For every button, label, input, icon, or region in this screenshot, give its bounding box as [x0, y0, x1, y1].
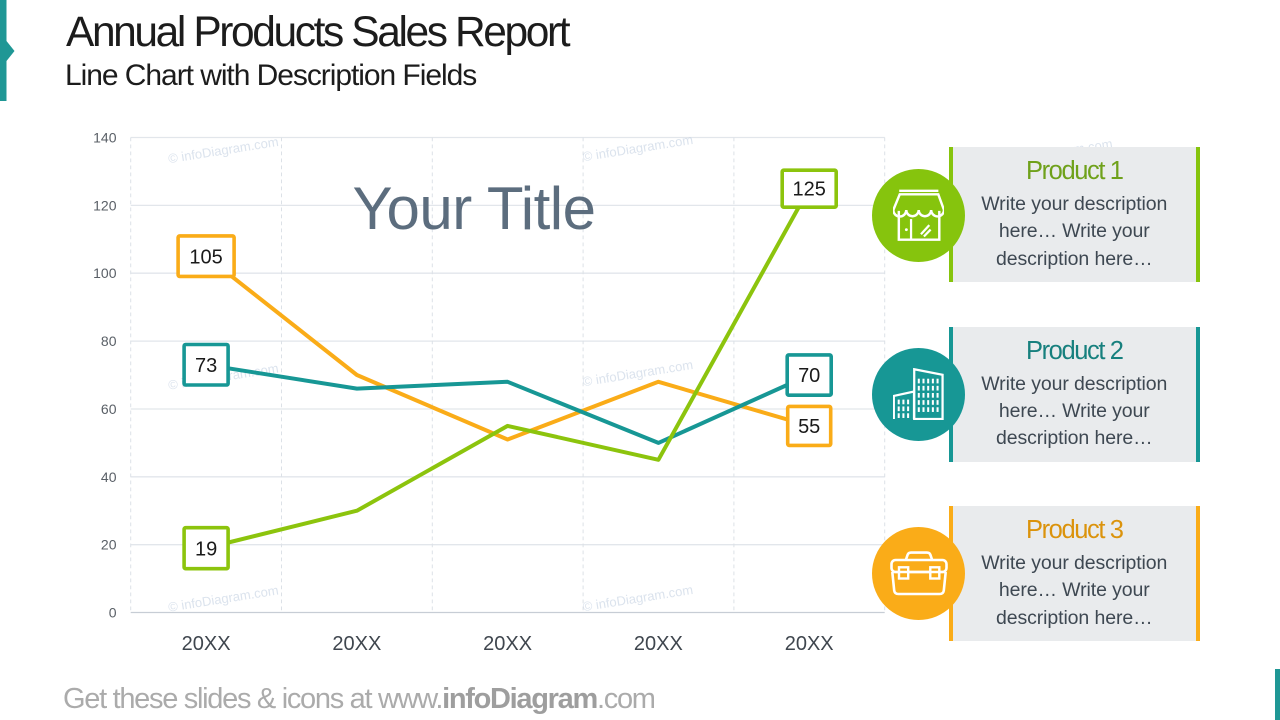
- svg-text:Your Title: Your Title: [353, 175, 596, 242]
- svg-text:© infoDiagram.com: © infoDiagram.com: [167, 582, 279, 614]
- svg-text:100: 100: [93, 265, 117, 281]
- svg-text:40: 40: [101, 469, 117, 485]
- svg-text:140: 140: [93, 130, 117, 146]
- svg-text:20XX: 20XX: [785, 633, 834, 655]
- svg-text:120: 120: [93, 197, 117, 213]
- svg-text:125: 125: [793, 179, 826, 201]
- svg-text:© infoDiagram.com: © infoDiagram.com: [582, 357, 694, 389]
- svg-text:20XX: 20XX: [483, 633, 532, 655]
- svg-text:80: 80: [101, 333, 117, 349]
- svg-text:© infoDiagram.com: © infoDiagram.com: [582, 132, 694, 164]
- svg-text:© infoDiagram.com: © infoDiagram.com: [582, 582, 694, 614]
- svg-text:55: 55: [798, 416, 820, 438]
- svg-text:60: 60: [101, 401, 117, 417]
- svg-text:105: 105: [189, 246, 222, 268]
- svg-text:20XX: 20XX: [182, 633, 231, 655]
- svg-text:19: 19: [195, 538, 217, 560]
- svg-text:70: 70: [798, 365, 820, 387]
- svg-text:0: 0: [109, 605, 117, 621]
- svg-text:20XX: 20XX: [332, 633, 381, 655]
- svg-text:73: 73: [195, 355, 217, 377]
- svg-text:© infoDiagram.com: © infoDiagram.com: [167, 134, 279, 166]
- svg-text:20XX: 20XX: [634, 633, 683, 655]
- svg-text:20: 20: [101, 537, 117, 553]
